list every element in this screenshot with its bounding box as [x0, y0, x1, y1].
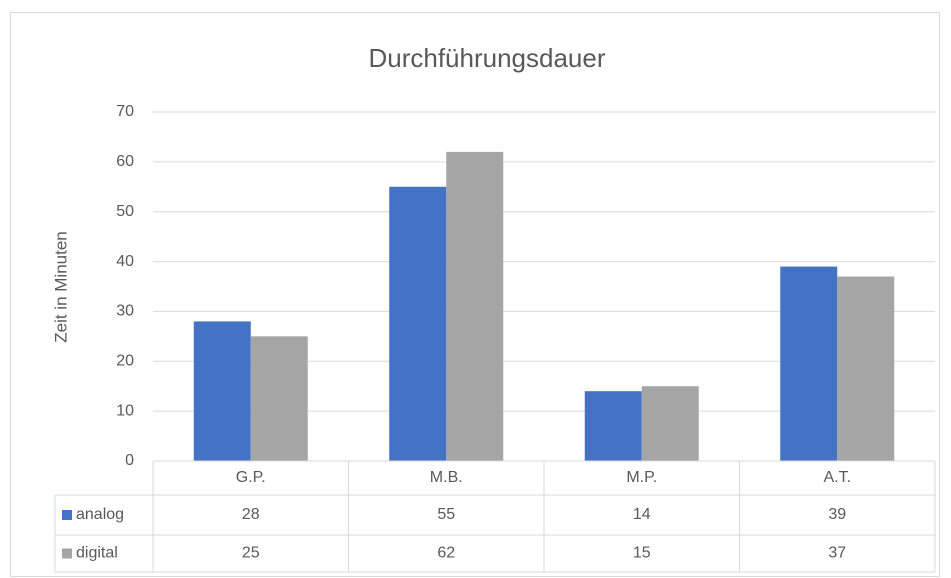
bar	[193, 321, 251, 461]
legend-swatch	[62, 548, 72, 559]
bar	[389, 186, 447, 462]
chart-title: Durchführungsdauer	[368, 43, 605, 73]
bar	[837, 276, 895, 461]
data-table-value: 25	[242, 545, 260, 562]
y-tick-label: 0	[125, 452, 134, 469]
x-tick-label: M.B.	[430, 469, 463, 486]
data-table-value: 28	[242, 506, 260, 523]
data-table-value: 15	[633, 545, 651, 562]
y-tick-label: 60	[116, 153, 134, 170]
data-table-value: 39	[828, 506, 846, 523]
x-tick-label: A.T.	[823, 469, 851, 486]
y-tick-label: 70	[116, 103, 134, 120]
data-table-value: 37	[828, 545, 846, 562]
data-table-value: 62	[437, 545, 455, 562]
legend-swatch	[62, 510, 72, 520]
bar	[446, 151, 504, 461]
y-tick-label: 30	[116, 303, 134, 320]
data-table-value: 14	[633, 506, 651, 523]
bar	[780, 266, 838, 461]
data-table-value: 55	[437, 506, 455, 523]
y-tick-label: 20	[116, 353, 134, 370]
legend-label: digital	[76, 545, 118, 562]
x-tick-label: M.P.	[626, 469, 657, 486]
y-tick-label: 10	[116, 402, 134, 419]
legend-label: analog	[76, 506, 124, 523]
y-axis-label: Zeit in Minuten	[51, 231, 70, 343]
y-tick-label: 50	[116, 203, 134, 220]
bar	[641, 386, 699, 461]
x-tick-label: G.P.	[236, 469, 266, 486]
bar	[584, 391, 642, 461]
y-tick-label: 40	[116, 253, 134, 270]
bar	[250, 336, 308, 461]
